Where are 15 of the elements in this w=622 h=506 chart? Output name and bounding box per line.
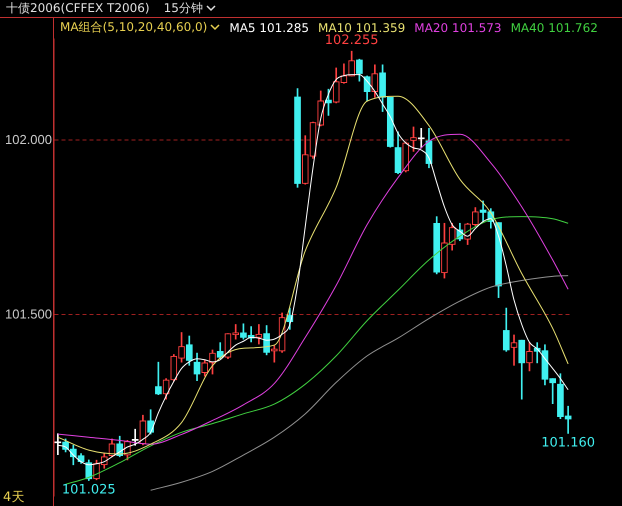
candlestick — [510, 334, 518, 366]
text: MA5 101.285 — [229, 20, 309, 34]
chart-title: 十债2006(CFFEX T2006) — [6, 0, 150, 17]
text: MA40 101.762 — [510, 20, 598, 34]
y-tick-label: 101.500 — [5, 306, 52, 322]
text: MA10 101.359 — [318, 20, 406, 34]
text: 4天 — [3, 490, 24, 505]
annotation: 101.160 — [541, 435, 596, 450]
text: MA20 101.573 — [414, 20, 502, 34]
chart-subtitle: 15分钟 — [164, 0, 204, 17]
candlestick — [410, 126, 417, 152]
y-tick-label: 102.000 — [5, 132, 52, 147]
annotation: 101.025 — [62, 482, 116, 498]
legend-title: MA组合(5,10,20,40,60,0) — [60, 19, 208, 36]
annotation: 102.255 — [324, 33, 379, 48]
